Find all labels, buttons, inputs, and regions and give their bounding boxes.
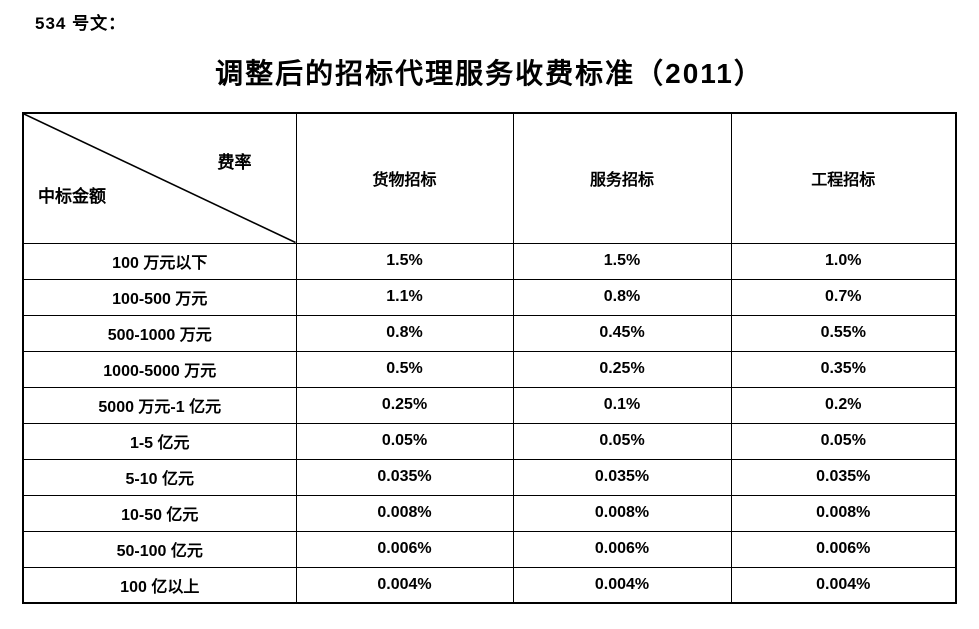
rate-value-cell: 1.1%	[295, 278, 514, 316]
rate-value-cell: 0.5%	[295, 350, 514, 388]
rate-value-cell: 0.8%	[295, 314, 514, 352]
rate-value-cell: 0.05%	[295, 422, 514, 460]
rate-value-cell: 0.008%	[512, 494, 732, 532]
rate-value-cell: 0.8%	[512, 278, 732, 316]
rate-value-cell: 0.7%	[730, 278, 957, 316]
rate-value-cell: 1.5%	[295, 242, 514, 280]
document-number-label: 534 号文：	[35, 14, 127, 33]
rate-value-cell: 0.006%	[730, 530, 957, 568]
table-row: 5-10 亿元 0.035% 0.035% 0.035%	[22, 458, 957, 496]
rate-value-cell: 0.035%	[295, 458, 514, 496]
table-row: 100 亿以上 0.004% 0.004% 0.004%	[22, 566, 957, 604]
row-label-amount-range: 10-50 亿元	[22, 494, 297, 532]
row-label-amount-range: 5-10 亿元	[22, 458, 297, 496]
rate-value-cell: 0.1%	[512, 386, 732, 424]
row-label-amount-range: 100 万元以下	[22, 242, 297, 280]
diagonal-divider-line	[24, 114, 296, 243]
row-label-amount-range: 1000-5000 万元	[22, 350, 297, 388]
rate-value-cell: 0.004%	[730, 566, 957, 604]
row-label-amount-range: 5000 万元-1 亿元	[22, 386, 297, 424]
column-header-goods-bidding: 货物招标	[295, 112, 514, 244]
table-row: 500-1000 万元 0.8% 0.45% 0.55%	[22, 314, 957, 352]
rate-value-cell: 0.006%	[295, 530, 514, 568]
rate-value-cell: 0.008%	[730, 494, 957, 532]
rate-value-cell: 0.035%	[512, 458, 732, 496]
rate-value-cell: 0.05%	[512, 422, 732, 460]
row-label-amount-range: 500-1000 万元	[22, 314, 297, 352]
header-row: 费率 中标金额 货物招标 服务招标 工程招标	[22, 112, 957, 244]
rate-value-cell: 0.25%	[295, 386, 514, 424]
column-header-engineering-bidding: 工程招标	[730, 112, 957, 244]
fee-table-body: 100 万元以下 1.5% 1.5% 1.0% 100-500 万元 1.1% 0.8% 0.…	[22, 242, 957, 604]
rate-value-cell: 0.05%	[730, 422, 957, 460]
rate-value-cell: 0.004%	[295, 566, 514, 604]
rate-value-cell: 1.0%	[730, 242, 957, 280]
rate-value-cell: 0.004%	[512, 566, 732, 604]
rate-value-cell: 0.2%	[730, 386, 957, 424]
rate-value-cell: 0.55%	[730, 314, 957, 352]
row-label-amount-range: 100 亿以上	[22, 566, 297, 604]
diagonal-corner-cell: 费率 中标金额	[22, 112, 297, 244]
corner-label-bid-amount: 中标金额	[38, 186, 106, 206]
page-title: 调整后的招标代理服务收费标准（2011）	[215, 58, 764, 89]
corner-label-rate: 费率	[217, 153, 252, 172]
table-row: 100-500 万元 1.1% 0.8% 0.7%	[22, 278, 957, 316]
table-row: 50-100 亿元 0.006% 0.006% 0.006%	[22, 530, 957, 568]
row-label-amount-range: 1-5 亿元	[22, 422, 297, 460]
rate-value-cell: 0.35%	[730, 350, 957, 388]
table-row: 1000-5000 万元 0.5% 0.25% 0.35%	[22, 350, 957, 388]
rate-value-cell: 1.5%	[512, 242, 732, 280]
table-row: 100 万元以下 1.5% 1.5% 1.0%	[22, 242, 957, 280]
rate-value-cell: 0.008%	[295, 494, 514, 532]
rate-value-cell: 0.035%	[730, 458, 957, 496]
row-label-amount-range: 50-100 亿元	[22, 530, 297, 568]
rate-value-cell: 0.006%	[512, 530, 732, 568]
table-row: 1-5 亿元 0.05% 0.05% 0.05%	[22, 422, 957, 460]
column-header-service-bidding: 服务招标	[512, 112, 732, 244]
table-row: 10-50 亿元 0.008% 0.008% 0.008%	[22, 494, 957, 532]
rate-value-cell: 0.45%	[512, 314, 732, 352]
row-label-amount-range: 100-500 万元	[22, 278, 297, 316]
table-row: 5000 万元-1 亿元 0.25% 0.1% 0.2%	[22, 386, 957, 424]
rate-value-cell: 0.25%	[512, 350, 732, 388]
fee-rate-table: 费率 中标金额 货物招标 服务招标 工程招标 100 万元以下 1.5% 1.5% 1…	[22, 112, 957, 604]
